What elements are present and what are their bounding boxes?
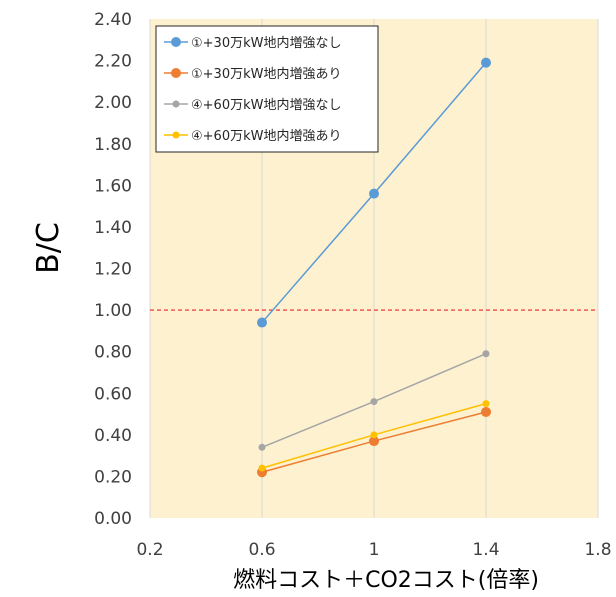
- data-point: [257, 317, 267, 328]
- data-point: [258, 443, 266, 451]
- y-tick-label: 0.80: [94, 343, 132, 363]
- series-4: [258, 400, 490, 472]
- y-tick-label: 0.40: [94, 426, 132, 446]
- x-tick-label: 1: [369, 540, 380, 560]
- y-tick-label: 0.20: [94, 467, 132, 487]
- legend-swatch-marker: [171, 37, 181, 47]
- y-axis-title: B/C: [31, 222, 66, 274]
- y-tick-label: 1.40: [94, 218, 132, 238]
- y-tick-label: 2.00: [94, 93, 132, 113]
- x-tick-label: 0.2: [136, 540, 163, 560]
- data-point: [481, 406, 491, 417]
- legend-label: ④+60万kW地内増強あり: [191, 128, 341, 144]
- x-tick-label: 1.8: [584, 540, 611, 560]
- data-point: [369, 436, 379, 447]
- legend-swatch-marker: [172, 100, 180, 108]
- y-tick-label: 1.60: [94, 176, 132, 196]
- y-tick-label: 1.80: [94, 135, 132, 155]
- data-point: [481, 57, 491, 68]
- y-tick-label: 2.20: [94, 52, 132, 72]
- legend-label: ①+30万kW地内増強あり: [191, 66, 341, 82]
- legend-item: ①+30万kW地内増強なし: [164, 35, 341, 51]
- series-3: [258, 350, 490, 451]
- legend-label: ①+30万kW地内増強なし: [191, 35, 341, 51]
- y-tick-label: 0.60: [94, 384, 132, 404]
- series-1: [257, 57, 491, 328]
- data-point: [482, 350, 490, 358]
- x-axis-title: 燃料コスト＋CO2コスト(倍率): [233, 568, 539, 593]
- legend-item: ①+30万kW地内増強あり: [164, 66, 341, 82]
- legend-swatch-marker: [171, 68, 181, 78]
- y-tick-label: 2.40: [94, 10, 132, 30]
- legend-item: ④+60万kW地内増強なし: [164, 97, 341, 113]
- data-point: [258, 464, 266, 472]
- data-point: [370, 398, 378, 406]
- y-tick-label: 0.00: [94, 509, 132, 529]
- data-point: [370, 431, 378, 439]
- x-tick-label: 0.6: [248, 540, 275, 560]
- data-point: [369, 188, 379, 199]
- data-point: [482, 400, 490, 408]
- legend-box: [155, 25, 379, 153]
- legend-item: ④+60万kW地内増強あり: [164, 128, 341, 144]
- y-tick-label: 1.20: [94, 260, 132, 280]
- x-tick-label: 1.4: [472, 540, 499, 560]
- y-tick-label: 1.00: [94, 301, 132, 321]
- legend-swatch-marker: [172, 131, 180, 139]
- legend-label: ④+60万kW地内増強なし: [191, 97, 341, 113]
